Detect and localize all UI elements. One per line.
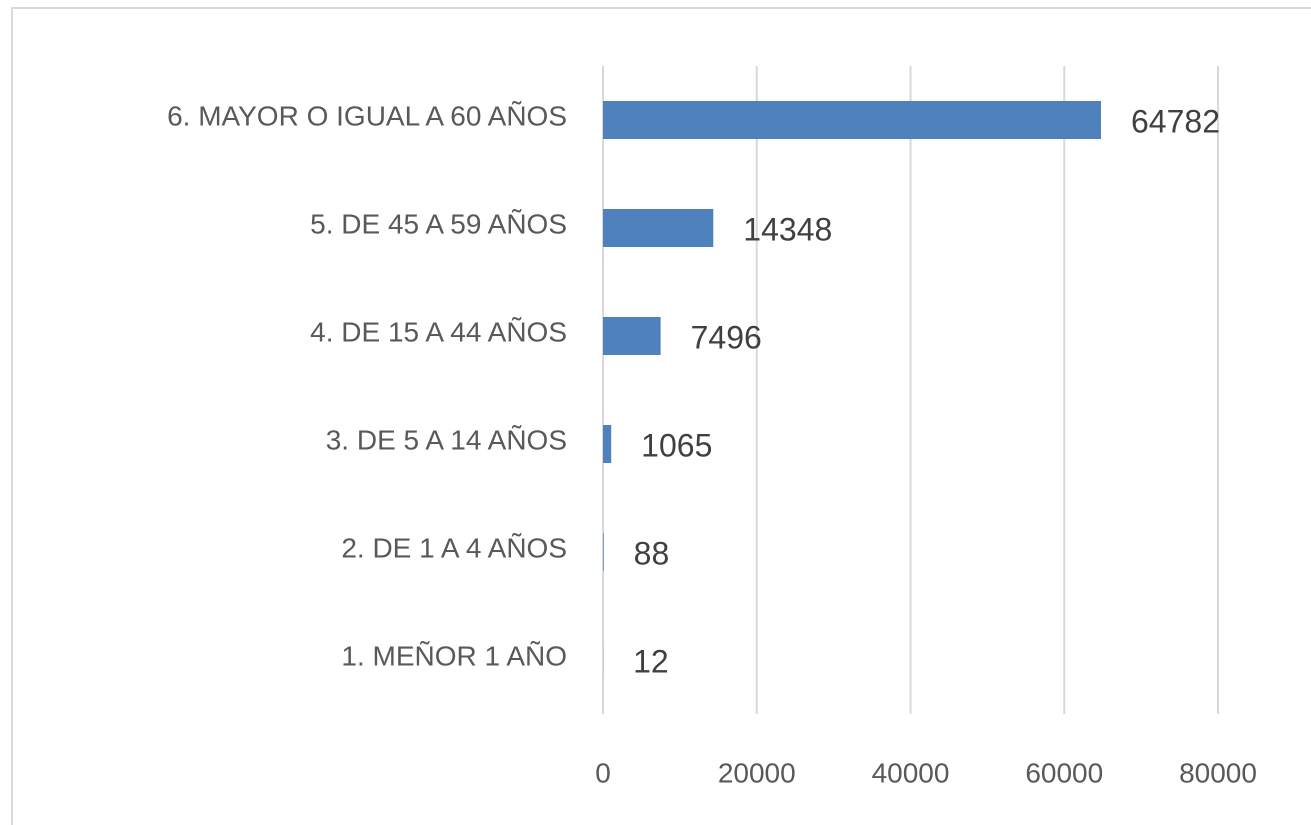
x-tick-label: 20000 bbox=[718, 757, 796, 788]
data-label: 14348 bbox=[743, 211, 832, 247]
data-label: 7496 bbox=[691, 319, 762, 355]
y-tick-label: 6. MAYOR O IGUAL A 60 AÑOS bbox=[167, 100, 567, 131]
data-label: 12 bbox=[633, 643, 669, 679]
data-label: 88 bbox=[634, 535, 670, 571]
y-tick-label: 2. DE 1 A 4 AÑOS bbox=[341, 532, 567, 563]
y-tick-label: 1. MEÑOR 1 AÑO bbox=[341, 640, 567, 671]
y-tick-label: 4. DE 15 A 44 AÑOS bbox=[310, 316, 567, 347]
x-tick-label: 40000 bbox=[872, 757, 950, 788]
bar bbox=[603, 425, 612, 463]
x-tick-label: 60000 bbox=[1025, 757, 1103, 788]
data-label: 64782 bbox=[1131, 103, 1220, 139]
x-tick-label: 0 bbox=[595, 757, 611, 788]
bar bbox=[603, 209, 714, 247]
x-tick-label: 80000 bbox=[1179, 757, 1257, 788]
bar bbox=[603, 533, 604, 571]
bar bbox=[603, 317, 661, 355]
chart-frame bbox=[11, 7, 1311, 825]
y-tick-label: 3. DE 5 A 14 AÑOS bbox=[326, 424, 567, 455]
y-tick-label: 5. DE 45 A 59 AÑOS bbox=[310, 208, 567, 239]
bar bbox=[603, 101, 1102, 139]
data-label: 1065 bbox=[641, 427, 712, 463]
